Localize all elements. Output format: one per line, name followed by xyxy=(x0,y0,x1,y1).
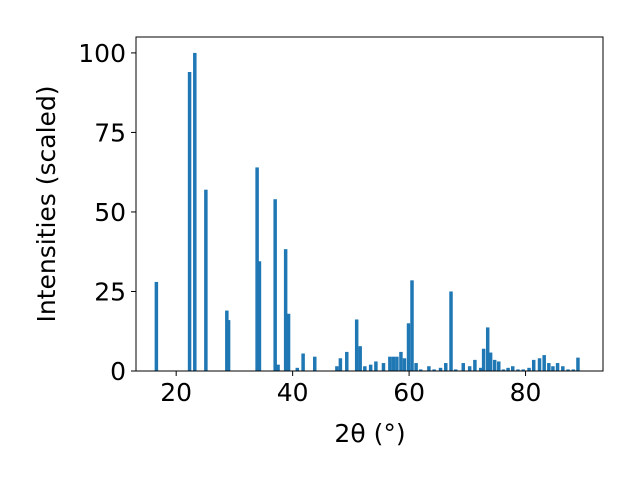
bar xyxy=(381,363,386,371)
bar xyxy=(485,327,490,371)
bar xyxy=(432,369,436,371)
bar xyxy=(542,355,546,371)
y-axis-label: Intensities (scaled) xyxy=(32,85,61,322)
bar xyxy=(467,366,472,371)
bar xyxy=(438,367,443,371)
y-tick-label: 25 xyxy=(94,277,126,306)
bar xyxy=(506,367,510,371)
bar xyxy=(391,356,396,371)
bar xyxy=(419,369,423,371)
bar xyxy=(283,249,288,371)
bar xyxy=(551,366,555,371)
bar xyxy=(561,366,565,371)
bar xyxy=(547,363,551,371)
bar xyxy=(516,369,520,371)
plot-frame xyxy=(135,36,604,372)
bar xyxy=(368,364,373,371)
bar xyxy=(414,363,418,371)
bar xyxy=(313,356,317,371)
bar xyxy=(193,52,197,372)
y-tick-label: 0 xyxy=(110,357,126,386)
bar xyxy=(388,356,392,371)
bar xyxy=(492,359,497,371)
bars-group xyxy=(154,52,580,372)
bar xyxy=(521,369,525,371)
bar xyxy=(410,280,414,371)
bar xyxy=(374,361,378,371)
bar xyxy=(571,369,576,371)
bar xyxy=(204,189,208,371)
bar xyxy=(345,351,349,371)
x-tick-label: 20 xyxy=(160,378,192,407)
x-tick-label: 80 xyxy=(510,378,542,407)
bar xyxy=(187,71,192,372)
bar xyxy=(338,358,343,371)
bar xyxy=(497,361,501,371)
bar xyxy=(427,366,431,371)
x-axis-ticks: 20 40 60 80 xyxy=(160,371,541,407)
bar xyxy=(358,346,362,371)
bar xyxy=(276,364,280,371)
bar xyxy=(301,353,305,371)
bar xyxy=(154,281,159,371)
bar xyxy=(363,366,367,371)
bar xyxy=(399,351,403,371)
bar xyxy=(566,369,570,371)
bar xyxy=(488,352,493,371)
bar xyxy=(555,363,560,371)
bar xyxy=(511,366,515,371)
bar xyxy=(501,369,506,371)
bar xyxy=(444,363,448,371)
bar xyxy=(295,367,300,371)
x-tick-label: 60 xyxy=(393,378,425,407)
bar xyxy=(286,313,291,371)
bar xyxy=(527,367,531,371)
bar xyxy=(473,359,477,371)
bar xyxy=(402,358,407,371)
bar xyxy=(449,291,453,371)
bar xyxy=(478,367,483,371)
bar xyxy=(576,357,580,371)
y-tick-label: 75 xyxy=(94,118,126,147)
bar xyxy=(461,363,465,371)
bar xyxy=(395,356,399,371)
bar xyxy=(537,358,542,371)
bar xyxy=(453,369,458,371)
bar xyxy=(257,261,262,371)
bar xyxy=(273,199,277,371)
bar xyxy=(255,167,259,371)
x-axis-label: 2θ (°) xyxy=(334,419,405,448)
bar xyxy=(225,310,229,371)
bar xyxy=(354,319,359,371)
bar xyxy=(481,348,486,371)
bar xyxy=(406,323,411,371)
bar xyxy=(226,320,231,371)
x-tick-label: 40 xyxy=(277,378,309,407)
y-tick-label: 100 xyxy=(78,39,126,68)
y-tick-label: 50 xyxy=(94,198,126,227)
bar xyxy=(531,359,536,371)
bar xyxy=(335,366,339,371)
y-axis-ticks: 0 25 50 75 100 xyxy=(78,39,136,386)
